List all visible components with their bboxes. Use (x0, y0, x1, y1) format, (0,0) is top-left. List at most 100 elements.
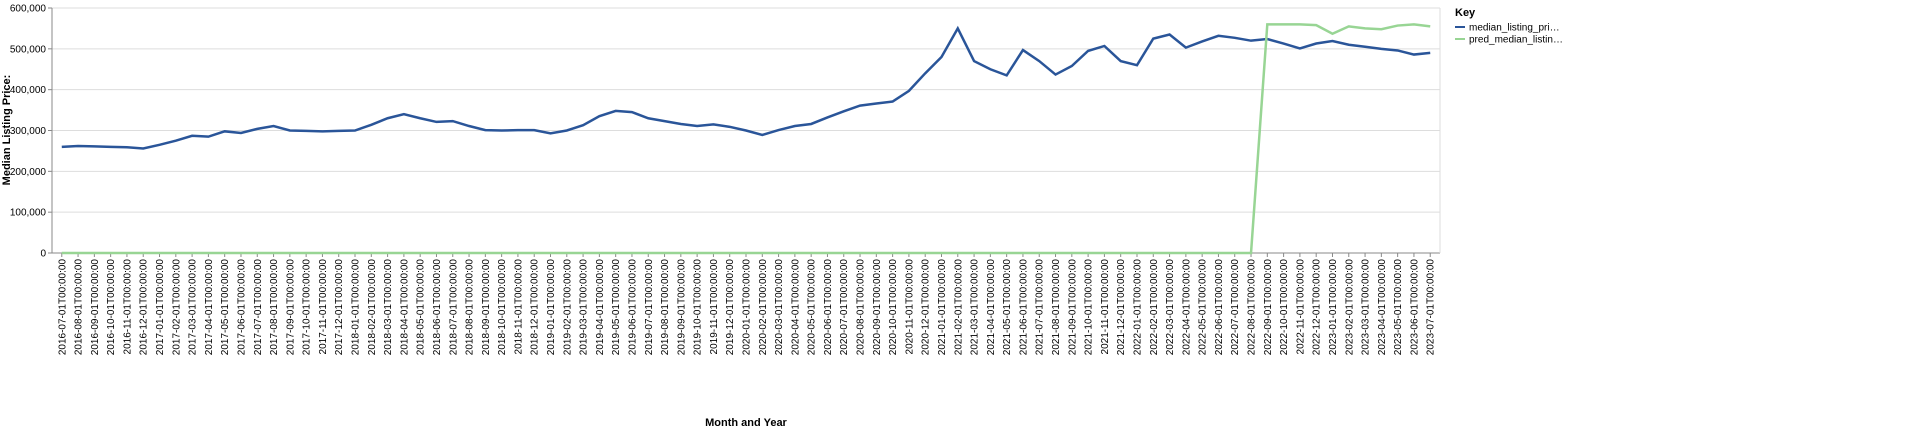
x-tick-label: 2019-12-01T00:00:00 (725, 259, 736, 356)
x-tick-label: 2019-09-01T00:00:00 (676, 259, 687, 356)
x-tick-label: 2021-02-01T00:00:00 (953, 259, 964, 356)
x-tick-label: 2020-09-01T00:00:00 (872, 259, 883, 356)
x-tick-label: 2018-05-01T00:00:00 (416, 259, 427, 356)
x-tick-label: 2017-09-01T00:00:00 (285, 259, 296, 356)
y-tick-label: 400,000 (10, 85, 47, 96)
x-tick-label: 2020-11-01T00:00:00 (904, 259, 915, 355)
x-tick-label: 2017-05-01T00:00:00 (220, 259, 231, 356)
x-tick-label: 2017-02-01T00:00:00 (171, 259, 182, 356)
x-tick-label: 2019-01-01T00:00:00 (546, 259, 557, 356)
legend-label: pred_median_listin… (1469, 35, 1563, 46)
x-tick-label: 2020-12-01T00:00:00 (921, 259, 932, 356)
x-tick-label: 2020-10-01T00:00:00 (888, 259, 899, 356)
x-tick-label: 2017-07-01T00:00:00 (253, 259, 264, 356)
data-line (61, 25, 1431, 150)
x-tick-label: 2017-10-01T00:00:00 (302, 259, 313, 356)
x-tick-label: 2022-01-01T00:00:00 (1132, 259, 1143, 356)
x-tick-label: 2019-04-01T00:00:00 (595, 259, 606, 356)
x-tick-label: 2016-12-01T00:00:00 (139, 259, 150, 356)
x-tick-label: 2021-08-01T00:00:00 (1051, 259, 1062, 356)
x-tick-label: 2020-04-01T00:00:00 (790, 259, 801, 356)
x-tick-label: 2022-11-01T00:00:00 (1295, 259, 1306, 355)
x-tick-label: 2023-05-01T00:00:00 (1393, 259, 1404, 356)
x-tick-label: 2019-07-01T00:00:00 (644, 259, 655, 356)
legend-title: Key (1455, 7, 1476, 19)
x-tick-label: 2021-10-01T00:00:00 (1084, 259, 1095, 356)
x-tick-label: 2021-03-01T00:00:00 (970, 259, 981, 356)
x-tick-label: 2022-06-01T00:00:00 (1214, 259, 1225, 356)
x-tick-label: 2020-03-01T00:00:00 (774, 259, 785, 356)
x-tick-label: 2017-08-01T00:00:00 (269, 259, 280, 356)
x-tick-label: 2019-08-01T00:00:00 (660, 259, 671, 356)
x-tick-label: 2019-11-01T00:00:00 (709, 259, 720, 355)
x-tick-label: 2016-07-01T00:00:00 (57, 259, 68, 356)
x-tick-label: 2018-01-01T00:00:00 (351, 259, 362, 356)
y-tick-label: 500,000 (10, 44, 47, 55)
x-tick-label: 2021-01-01T00:00:00 (937, 259, 948, 356)
x-tick-label: 2016-11-01T00:00:00 (122, 259, 133, 355)
x-tick-label: 2017-04-01T00:00:00 (204, 259, 215, 356)
x-tick-label: 2022-03-01T00:00:00 (1165, 259, 1176, 356)
x-tick-label: 2018-04-01T00:00:00 (399, 259, 410, 356)
x-tick-label: 2023-01-01T00:00:00 (1328, 259, 1339, 356)
y-axis-title: Median Listing Price: (1, 75, 13, 186)
x-tick-label: 2021-12-01T00:00:00 (1116, 259, 1127, 356)
x-tick-label: 2017-03-01T00:00:00 (188, 259, 199, 356)
x-tick-label: 2023-03-01T00:00:00 (1361, 259, 1372, 356)
x-tick-label: 2020-08-01T00:00:00 (856, 259, 867, 356)
x-tick-label: 2019-06-01T00:00:00 (627, 259, 638, 356)
y-tick-label: 0 (40, 249, 46, 260)
x-tick-label: 2019-05-01T00:00:00 (611, 259, 622, 356)
x-tick-label: 2020-06-01T00:00:00 (823, 259, 834, 356)
x-tick-label: 2022-08-01T00:00:00 (1247, 259, 1258, 356)
x-tick-label: 2021-06-01T00:00:00 (1018, 259, 1029, 356)
x-tick-label: 2018-02-01T00:00:00 (367, 259, 378, 356)
x-tick-label: 2019-03-01T00:00:00 (579, 259, 590, 356)
x-tick-label: 2018-11-01T00:00:00 (513, 259, 524, 355)
x-tick-label: 2018-08-01T00:00:00 (465, 259, 476, 356)
x-tick-label: 2022-05-01T00:00:00 (1198, 259, 1209, 356)
x-tick-label: 2017-06-01T00:00:00 (236, 259, 247, 356)
y-tick-label: 200,000 (10, 167, 47, 178)
x-tick-label: 2023-07-01T00:00:00 (1426, 259, 1437, 356)
x-tick-label: 2021-05-01T00:00:00 (1002, 259, 1013, 356)
x-tick-label: 2022-04-01T00:00:00 (1181, 259, 1192, 356)
x-tick-label: 2018-10-01T00:00:00 (497, 259, 508, 356)
x-tick-label: 2018-12-01T00:00:00 (530, 259, 541, 356)
x-tick-label: 2023-02-01T00:00:00 (1344, 259, 1355, 356)
x-tick-label: 2017-12-01T00:00:00 (334, 259, 345, 356)
data-line (61, 23, 1431, 255)
x-tick-label: 2018-09-01T00:00:00 (481, 259, 492, 356)
x-tick-label: 2016-08-01T00:00:00 (74, 259, 85, 356)
x-tick-label: 2016-10-01T00:00:00 (106, 259, 117, 356)
x-tick-label: 2020-07-01T00:00:00 (839, 259, 850, 356)
x-tick-label: 2021-07-01T00:00:00 (1035, 259, 1046, 356)
x-tick-label: 2017-01-01T00:00:00 (155, 259, 166, 356)
x-tick-label: 2022-09-01T00:00:00 (1263, 259, 1274, 356)
x-tick-label: 2021-04-01T00:00:00 (986, 259, 997, 356)
x-tick-label: 2020-02-01T00:00:00 (758, 259, 769, 356)
x-axis-title: Month and Year (705, 417, 787, 429)
y-tick-label: 300,000 (10, 126, 47, 137)
x-tick-label: 2023-04-01T00:00:00 (1377, 259, 1388, 356)
y-tick-label: 100,000 (10, 208, 47, 219)
x-tick-label: 2020-01-01T00:00:00 (742, 259, 753, 356)
legend-label: median_listing_pri… (1469, 23, 1560, 34)
x-tick-label: 2017-11-01T00:00:00 (318, 259, 329, 355)
x-tick-label: 2018-06-01T00:00:00 (432, 259, 443, 356)
x-tick-label: 2019-02-01T00:00:00 (562, 259, 573, 356)
y-tick-label: 600,000 (10, 4, 47, 15)
x-tick-label: 2019-10-01T00:00:00 (693, 259, 704, 356)
x-tick-label: 2016-09-01T00:00:00 (90, 259, 101, 356)
x-tick-label: 2021-09-01T00:00:00 (1067, 259, 1078, 356)
x-tick-label: 2022-07-01T00:00:00 (1230, 259, 1241, 356)
x-tick-label: 2022-02-01T00:00:00 (1149, 259, 1160, 356)
x-tick-label: 2020-05-01T00:00:00 (807, 259, 818, 356)
x-tick-label: 2023-06-01T00:00:00 (1409, 259, 1420, 356)
x-tick-label: 2018-07-01T00:00:00 (448, 259, 459, 356)
x-tick-label: 2018-03-01T00:00:00 (383, 259, 394, 356)
x-tick-label: 2022-12-01T00:00:00 (1312, 259, 1323, 356)
x-tick-label: 2022-10-01T00:00:00 (1279, 259, 1290, 356)
x-tick-label: 2021-11-01T00:00:00 (1100, 259, 1111, 355)
